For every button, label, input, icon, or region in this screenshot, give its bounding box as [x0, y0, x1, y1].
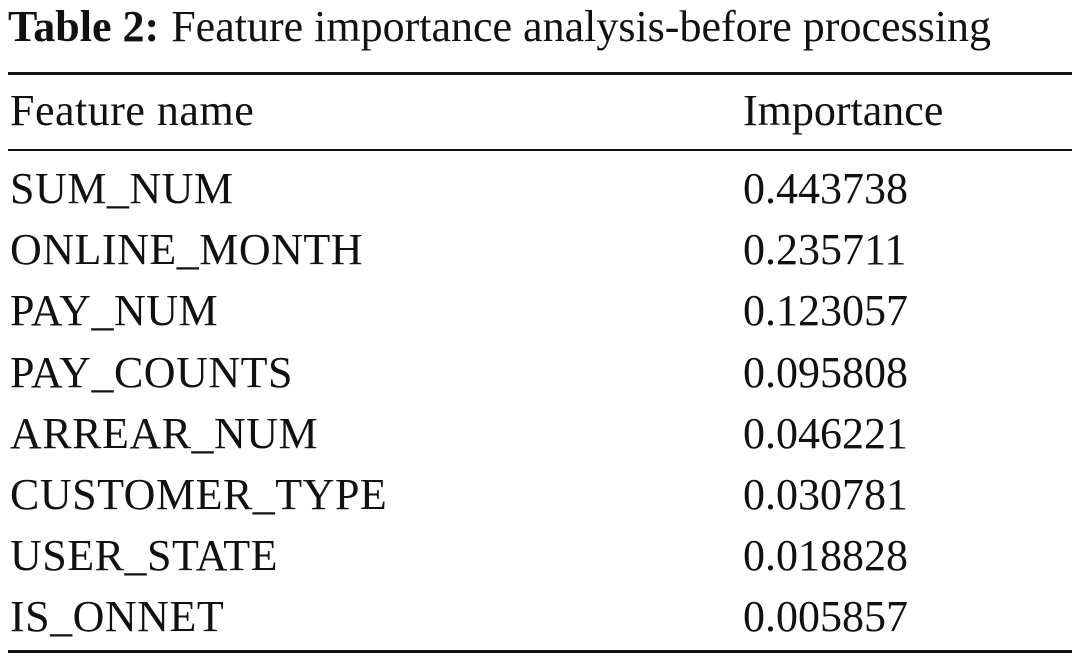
table-header-row: Feature name Importance: [10, 80, 1072, 144]
table-caption: Table 2: Feature importance analysis-befo…: [8, 2, 1078, 52]
importance-cell: 0.046221: [743, 408, 908, 458]
table-body: SUM_NUM 0.443738 ONLINE_MONTH 0.235711 P…: [10, 160, 1072, 650]
header-rule: [8, 149, 1072, 151]
column-header-importance: Importance: [743, 86, 944, 135]
feature-name-cell: IS_ONNET: [10, 592, 225, 642]
bottom-rule: [8, 650, 1072, 653]
table-row: USER_STATE 0.018828: [10, 527, 1072, 588]
feature-name-cell: PAY_NUM: [10, 286, 219, 336]
importance-cell: 0.235711: [743, 225, 907, 275]
feature-name-cell: PAY_COUNTS: [10, 347, 293, 397]
importance-cell: 0.443738: [743, 164, 908, 213]
feature-name-cell: USER_STATE: [10, 531, 278, 581]
table-row: ARREAR_NUM 0.046221: [10, 405, 1072, 466]
table-row: PAY_COUNTS 0.095808: [10, 344, 1072, 405]
table-row: IS_ONNET 0.005857: [10, 588, 1072, 649]
column-header-feature-name: Feature name: [10, 86, 255, 135]
caption-label: Table 2:: [8, 2, 160, 51]
importance-cell: 0.005857: [743, 592, 908, 642]
top-rule: [8, 72, 1072, 75]
feature-importance-table: Feature name Importance SUM_NUM 0.443738…: [10, 80, 1072, 641]
caption-text: Feature importance analysis-before proce…: [171, 2, 991, 51]
table-row: PAY_NUM 0.123057: [10, 282, 1072, 343]
table-row: CUSTOMER_TYPE 0.030781: [10, 466, 1072, 527]
feature-name-cell: ONLINE_MONTH: [10, 225, 364, 275]
feature-name-cell: ARREAR_NUM: [10, 408, 319, 458]
feature-name-cell: SUM_NUM: [10, 164, 234, 213]
importance-cell: 0.030781: [743, 469, 908, 519]
importance-cell: 0.123057: [743, 286, 908, 336]
table-row: ONLINE_MONTH 0.235711: [10, 221, 1072, 282]
importance-cell: 0.095808: [743, 347, 908, 397]
importance-cell: 0.018828: [743, 531, 908, 581]
feature-name-cell: CUSTOMER_TYPE: [10, 469, 388, 519]
table-row: SUM_NUM 0.443738: [10, 160, 1072, 221]
